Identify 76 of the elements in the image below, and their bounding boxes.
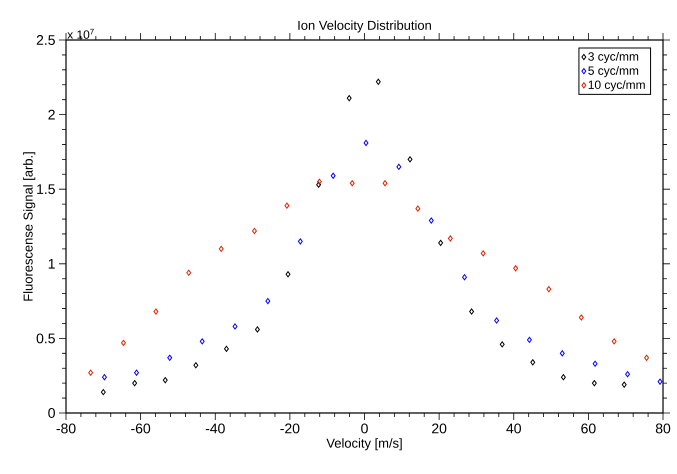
point [286, 271, 290, 278]
point [513, 265, 518, 272]
x-tick-label: -80 [56, 424, 76, 434]
x-tick-label: 20 [432, 424, 446, 434]
point [346, 95, 352, 102]
y-axis-title: Fluorescense Signal [arb.] [23, 152, 36, 301]
point [480, 250, 486, 256]
x-tick-label: 0 [361, 424, 368, 434]
point [224, 346, 229, 352]
legend-label: 3 cyc/mm [588, 52, 638, 64]
point [578, 314, 584, 321]
chart-title: Ion Velocity Distribution [298, 20, 431, 32]
point [560, 350, 565, 356]
point [316, 182, 322, 188]
point [350, 180, 355, 186]
point [254, 326, 260, 333]
point [364, 140, 368, 146]
point [438, 240, 444, 246]
point [330, 172, 336, 179]
point [622, 382, 627, 388]
y-tick-label: 0.5 [36, 333, 55, 344]
point [469, 308, 474, 315]
legend-label: 5 cyc/mm [588, 66, 638, 78]
point [592, 360, 598, 367]
point [592, 380, 597, 386]
point [298, 238, 303, 245]
point [546, 286, 552, 292]
point [526, 336, 532, 343]
point [625, 371, 630, 378]
point [560, 374, 566, 380]
y-tick-label: 1 [48, 259, 55, 269]
point [153, 308, 158, 315]
y-tick-label: 1.5 [37, 184, 55, 194]
point [408, 156, 412, 162]
point [100, 389, 106, 396]
point [88, 370, 94, 376]
point [167, 354, 172, 361]
point [132, 380, 138, 386]
point [428, 217, 434, 224]
point [193, 362, 198, 368]
point [415, 206, 420, 212]
y-tick-label: 2.5 [36, 35, 55, 45]
point [121, 340, 126, 346]
point [462, 274, 467, 280]
point [396, 164, 402, 170]
point [232, 323, 238, 330]
legend-label: 10 cyc/mm [588, 80, 645, 92]
point [612, 338, 617, 344]
point [494, 317, 500, 324]
x-tick-label: 80 [656, 424, 670, 434]
point [218, 246, 224, 252]
point [134, 370, 139, 376]
point [658, 378, 662, 385]
text: x 10$^{7}$ [67, 28, 94, 39]
point [265, 298, 270, 304]
point [102, 374, 107, 380]
point [316, 178, 322, 185]
point [500, 341, 505, 348]
point [382, 180, 388, 186]
point [252, 228, 257, 234]
point [186, 270, 192, 276]
y-tick-label: 0 [48, 408, 55, 418]
point [376, 78, 381, 85]
point [200, 338, 205, 344]
point [644, 354, 650, 361]
x-axis-title: Velocity [m/s] [326, 438, 402, 450]
x-tick-label: -20 [280, 424, 300, 434]
point [448, 235, 453, 242]
x-tick-label: -60 [131, 424, 150, 434]
x-tick-label: -40 [206, 424, 225, 434]
point [162, 377, 168, 384]
point [530, 359, 536, 366]
y-tick-label: 2 [48, 110, 55, 120]
x-tick-label: 60 [581, 424, 596, 434]
x-tick-label: 40 [506, 424, 521, 434]
point [284, 202, 290, 209]
